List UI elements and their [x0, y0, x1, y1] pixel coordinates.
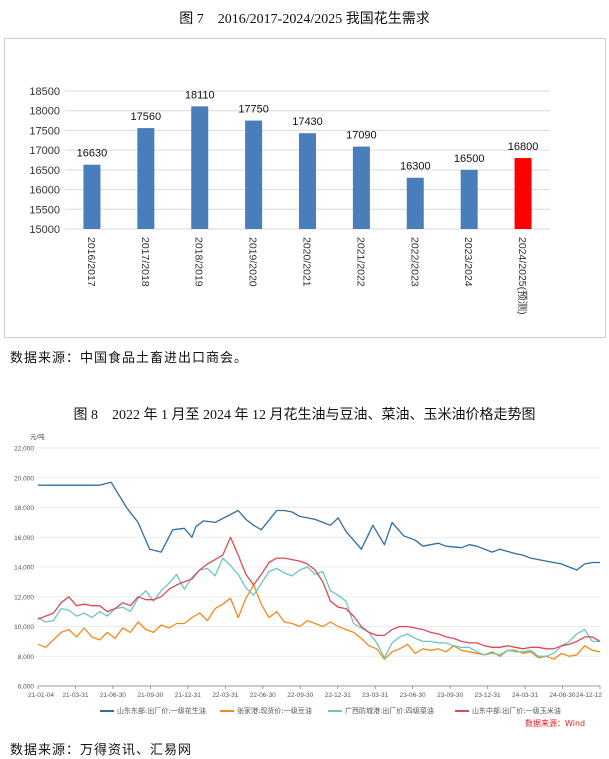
legend-item: 山东东部:出厂价:一级花生油 — [100, 706, 206, 716]
data-label: 18110 — [185, 89, 215, 101]
x-tick-label: 2024/2025(预测) — [516, 237, 529, 315]
x-tick-label: 2016/2017 — [85, 237, 97, 287]
figure7-title: 图 7 2016/2017-2024/2025 我国花生需求 — [179, 12, 430, 27]
figure8-source: 数据来源：万得资讯、汇易网 — [10, 743, 193, 758]
figure8-title: 图 8 2022 年 1 月至 2024 年 12 月花生油与豆油、菜油、玉米油… — [73, 408, 536, 423]
legend-label: 山东东部:出厂价:一级花生油 — [117, 707, 206, 715]
data-label: 17560 — [131, 111, 162, 123]
y-tick-label: 18000 — [29, 106, 60, 118]
legend-swatch — [220, 710, 234, 712]
x-tick-label: 22-06-30 — [250, 692, 276, 699]
series-line — [37, 557, 600, 659]
series-line — [37, 584, 601, 660]
x-tick-label: 22-09-30 — [287, 692, 313, 699]
figure8-line-chart: 元/吨 6,000 8,000 10,000 12,000 14,000 16,000 18,… — [14, 432, 602, 699]
x-tick-label: 22-03-31 — [212, 692, 238, 699]
y-tick-label: 8,000 — [18, 654, 35, 661]
legend-item: 广西防城港:出厂价:四级菜油 — [328, 706, 434, 716]
x-tick-label: 21-06-30 — [100, 692, 126, 699]
data-label: 17430 — [292, 116, 323, 128]
x-tick-label: 2017/2018 — [139, 237, 151, 287]
x-tick-label: 24-06-30 — [550, 692, 576, 699]
data-label: 16800 — [508, 141, 539, 153]
x-tick-label: 21-09-30 — [137, 692, 163, 699]
x-tick-label: 22-12-31 — [325, 692, 351, 699]
y-tick-label: 15500 — [29, 204, 60, 216]
bar — [460, 169, 478, 229]
x-tick-label: 23-06-30 — [400, 692, 426, 699]
legend-swatch — [100, 710, 114, 712]
y-tick-label: 6,000 — [18, 684, 35, 691]
y-tick-label: 16500 — [29, 165, 60, 177]
legend-label: 广西防城港:出厂价:四级菜油 — [345, 707, 434, 715]
x-tick-label: 24-12-12 — [576, 692, 602, 699]
figure7-bar-chart: 15000 15500 16000 16500 17000 17500 18000 18500… — [29, 86, 550, 315]
y-tick-label: 22,000 — [14, 446, 34, 453]
data-label: 17090 — [346, 130, 377, 142]
x-tick-label: 2023/2024 — [462, 237, 474, 287]
x-tick-label: 21-01-04 — [28, 692, 54, 699]
y-tick-label: 10,000 — [14, 624, 34, 631]
y-unit-label: 元/吨 — [30, 432, 45, 441]
x-tick-label: 2020/2021 — [301, 237, 313, 287]
data-label: 17750 — [238, 104, 269, 116]
bar — [245, 120, 263, 229]
data-label: 16300 — [400, 161, 431, 173]
legend-item: 张家港:现货价:一级豆油 — [220, 706, 312, 716]
bar — [352, 146, 370, 229]
x-tick-label: 2021/2022 — [354, 237, 366, 287]
wind-credit: 数据来源：Wind — [525, 719, 586, 728]
x-tick-label: 2018/2019 — [193, 237, 205, 287]
x-tick-label: 21-12-31 — [175, 692, 201, 699]
figure7-source: 数据来源：中国食品土畜进出口商会。 — [10, 351, 249, 366]
x-tick-label: 23-12-31 — [475, 692, 501, 699]
legend-item: 山东中部:出厂价:一级玉米油 — [455, 706, 561, 716]
y-tick-label: 15000 — [29, 224, 60, 236]
bar — [191, 106, 209, 229]
x-tick-label: 21-03-31 — [62, 692, 88, 699]
x-tick-label: 2019/2020 — [247, 237, 259, 287]
series-line — [37, 536, 601, 650]
y-tick-label: 14,000 — [14, 565, 34, 572]
figure7-chart-frame: 15000 15500 16000 16500 17000 17500 18000 18500… — [4, 38, 606, 338]
legend-swatch — [455, 710, 469, 712]
bar — [514, 158, 532, 229]
x-tick-label: 23-03-31 — [362, 692, 388, 699]
figure8-legend: 山东东部:出厂价:一级花生油 张家港:现货价:一级豆油 广西防城港:出厂价:四级菜油… — [100, 706, 580, 720]
legend-label: 山东中部:出厂价:一级玉米油 — [472, 707, 561, 715]
y-tick-label: 18,000 — [14, 505, 34, 512]
y-tick-label: 18500 — [29, 86, 60, 98]
bar — [137, 128, 155, 229]
y-tick-label: 17000 — [29, 145, 60, 157]
bar — [83, 164, 101, 229]
y-tick-label: 17500 — [29, 125, 60, 137]
x-tick-label: 24-03-31 — [512, 692, 538, 699]
series-line — [38, 481, 600, 571]
y-tick-label: 16000 — [29, 185, 60, 197]
y-tick-label: 20,000 — [14, 475, 34, 482]
x-tick-label: 23-09-30 — [437, 692, 463, 699]
y-tick-label: 12,000 — [14, 594, 34, 601]
legend-label: 张家港:现货价:一级豆油 — [237, 707, 312, 715]
bar — [299, 133, 316, 229]
y-tick-label: 16,000 — [14, 535, 34, 542]
data-label: 16500 — [454, 153, 485, 165]
bar — [406, 177, 424, 229]
data-label: 16630 — [77, 148, 108, 160]
x-tick-label: 2022/2023 — [408, 237, 420, 287]
legend-swatch — [328, 710, 342, 712]
